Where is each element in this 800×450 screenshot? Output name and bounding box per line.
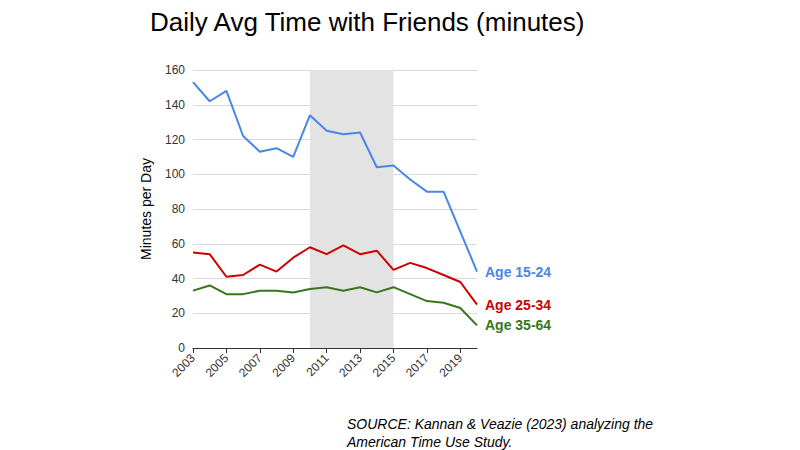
svg-text:2003: 2003 [169, 351, 198, 380]
svg-text:60: 60 [172, 237, 186, 251]
svg-text:80: 80 [172, 202, 186, 216]
svg-text:2015: 2015 [370, 351, 399, 380]
svg-text:2007: 2007 [236, 351, 265, 380]
svg-text:100: 100 [165, 167, 185, 181]
svg-text:Age 25-34: Age 25-34 [485, 297, 551, 313]
svg-text:120: 120 [165, 133, 185, 147]
svg-text:American Time Use Study.: American Time Use Study. [346, 434, 512, 450]
svg-text:2009: 2009 [269, 351, 298, 380]
svg-text:2011: 2011 [303, 351, 331, 379]
svg-text:SOURCE: Kannan & Veazie (2023): SOURCE: Kannan & Veazie (2023) analyzing… [347, 416, 657, 432]
svg-text:Daily Avg Time with Friends (m: Daily Avg Time with Friends (minutes) [150, 7, 584, 37]
svg-text:2013: 2013 [336, 351, 365, 380]
svg-text:40: 40 [172, 272, 186, 286]
svg-text:2005: 2005 [203, 351, 232, 380]
svg-text:Minutes per Day: Minutes per Day [138, 158, 154, 260]
svg-text:140: 140 [165, 98, 185, 112]
svg-text:2019: 2019 [436, 351, 465, 380]
svg-text:0: 0 [178, 341, 185, 355]
svg-text:Age 15-24: Age 15-24 [485, 264, 551, 280]
svg-text:160: 160 [165, 63, 185, 77]
svg-text:2017: 2017 [403, 351, 432, 380]
svg-text:Age 35-64: Age 35-64 [485, 317, 551, 333]
svg-text:20: 20 [172, 306, 186, 320]
